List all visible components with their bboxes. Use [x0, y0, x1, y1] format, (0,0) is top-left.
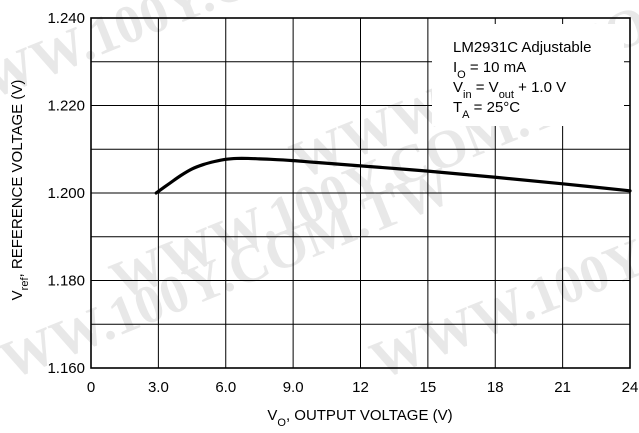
y-tick-labels: 1.160 1.180 1.200 1.220 1.240: [47, 10, 85, 377]
x-tick-label: 9.0: [283, 379, 304, 396]
x-tick-label: 18: [487, 379, 504, 396]
y-tick-label: 1.220: [47, 98, 85, 115]
y-tick-label: 1.200: [47, 185, 85, 202]
y-tick-label: 1.240: [47, 10, 85, 27]
x-tick-label: 12: [352, 379, 369, 396]
annotation-background: [432, 24, 624, 126]
annotation-line: LM2931C Adjustable: [453, 39, 591, 56]
x-tick-label: 0: [87, 379, 95, 396]
y-tick-label: 1.180: [47, 273, 85, 290]
y-axis-label: Vref, REFERENCE VOLTAGE (V): [9, 80, 31, 301]
annotation-line: Vin = Vout + 1.0 V: [453, 79, 566, 101]
y-tick-label: 1.160: [47, 360, 85, 377]
x-tick-labels: 0 3.0 6.0 9.0 12 15 18 21 24: [87, 379, 639, 396]
annotation-line: TA = 25°C: [453, 99, 520, 121]
annotation-line: IO = 10 mA: [453, 59, 526, 81]
series-line-0: [154, 156, 632, 195]
x-axis-label: VO, OUTPUT VOLTAGE (V): [267, 407, 452, 429]
x-tick-label: 24: [622, 379, 639, 396]
x-tick-label: 15: [420, 379, 437, 396]
x-tick-label: 21: [554, 379, 571, 396]
plot-frame: [90, 17, 631, 369]
series: [154, 156, 632, 195]
x-tick-label: 3.0: [148, 379, 169, 396]
x-tick-label: 6.0: [215, 379, 236, 396]
